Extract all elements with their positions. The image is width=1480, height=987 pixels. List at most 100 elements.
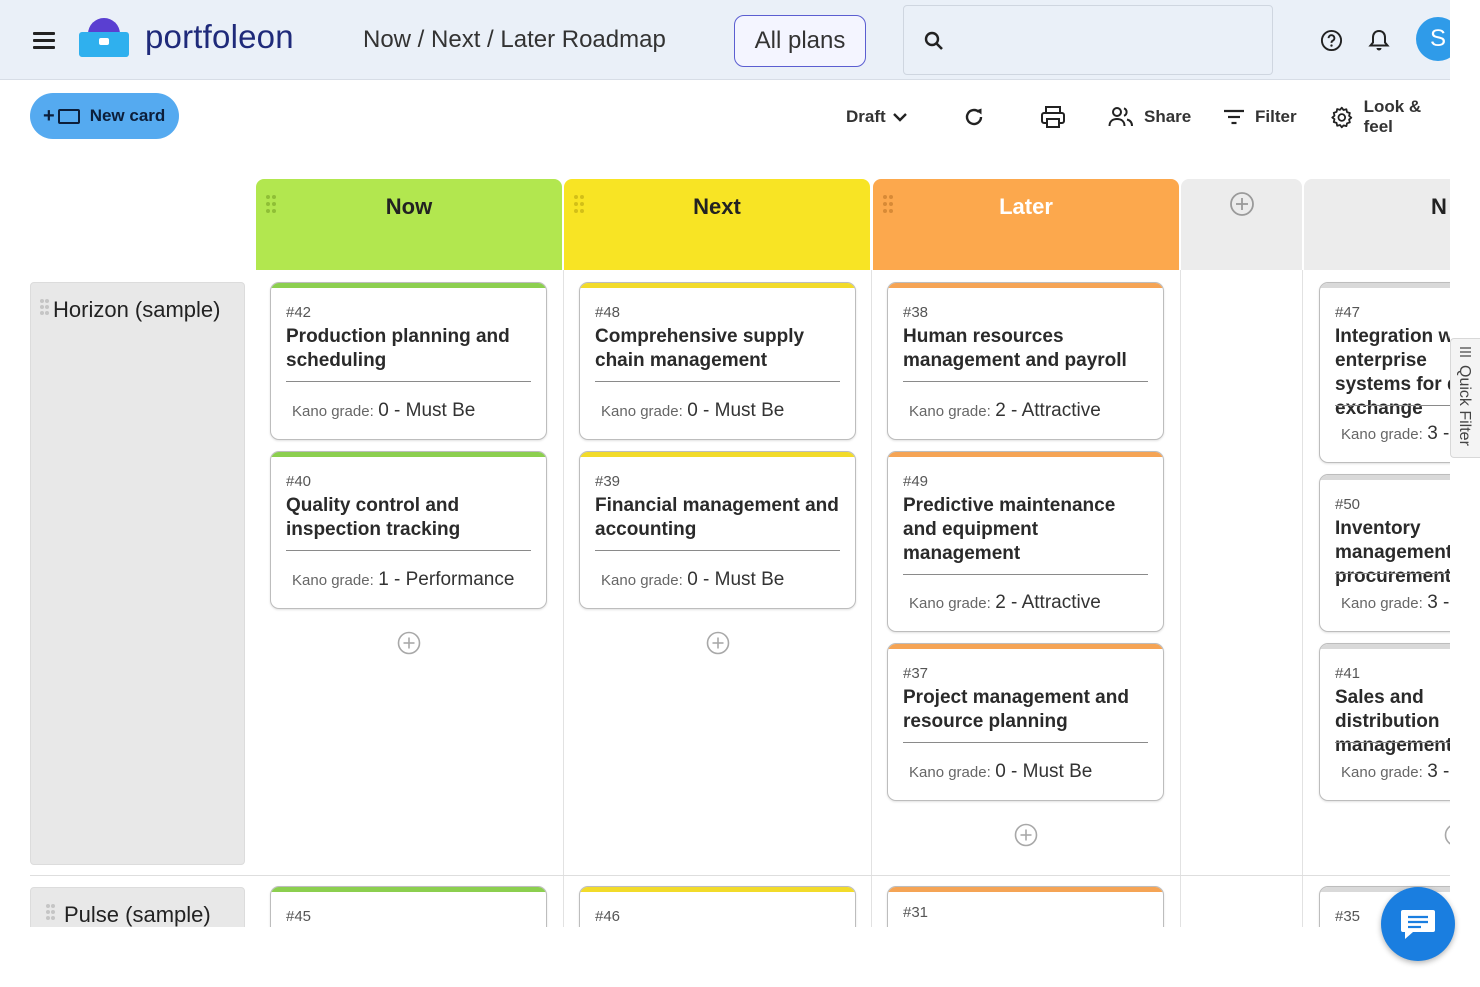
lane-horizon[interactable]: Horizon (sample) — [30, 282, 245, 865]
user-avatar[interactable]: S — [1416, 17, 1450, 61]
card-id: #37 — [903, 665, 929, 682]
card-id: #38 — [903, 304, 929, 321]
filter-button[interactable]: Filter — [1223, 104, 1297, 130]
roadmap-card[interactable]: #49 Predictive maintenance and equipment… — [887, 451, 1164, 632]
drag-grip-icon[interactable] — [883, 195, 893, 213]
add-card-icon[interactable] — [1444, 823, 1450, 847]
roadmap-card[interactable]: #38 Human resources management and payro… — [887, 282, 1164, 440]
menu-lines-icon — [1460, 347, 1471, 359]
kano-label: Kano grade: — [1341, 595, 1423, 612]
column-header-n[interactable]: N — [1304, 179, 1450, 270]
roadmap-card[interactable]: #42 Production planning and scheduling K… — [270, 282, 547, 440]
drag-grip-icon[interactable] — [40, 904, 55, 922]
draft-label: Draft — [846, 107, 886, 126]
add-card-icon[interactable] — [397, 631, 421, 655]
kano-value: 2 - Attractive — [995, 400, 1101, 421]
drag-grip-icon[interactable] — [574, 195, 584, 213]
lane-label: Horizon (sample) — [53, 297, 221, 322]
card-color-band — [580, 452, 855, 457]
kano-value: 3 - — [1427, 761, 1450, 782]
search-box[interactable] — [903, 5, 1273, 75]
quick-filter-tab[interactable]: Quick Filter — [1450, 338, 1480, 458]
card-color-band — [888, 644, 1163, 649]
column-header-now[interactable]: Now — [256, 179, 562, 270]
kano-label: Kano grade: — [601, 403, 683, 420]
card-kano-grade: Kano grade: 3 - — [1341, 761, 1449, 783]
card-id: #48 — [595, 304, 621, 321]
plus-icon: + — [43, 104, 55, 127]
add-column-header — [1181, 179, 1302, 270]
card-kano-grade: Kano grade: 0 - Must Be — [601, 569, 784, 591]
card-kano-grade: Kano grade: 3 - — [1341, 592, 1449, 614]
column-header-later[interactable]: Later — [873, 179, 1179, 270]
card-color-band — [888, 452, 1163, 457]
print-button[interactable] — [1040, 104, 1076, 130]
hamburger-icon[interactable] — [31, 30, 57, 52]
kano-label: Kano grade: — [1341, 426, 1423, 443]
add-card-icon[interactable] — [1014, 823, 1038, 847]
card-kano-grade: Kano grade: 2 - Attractive — [909, 400, 1101, 422]
card-id: #42 — [286, 304, 312, 321]
roadmap-card[interactable]: #46 — [579, 886, 856, 927]
search-input[interactable] — [954, 20, 1254, 60]
card-id: #31 — [903, 904, 929, 921]
lane-divider — [30, 875, 1450, 876]
add-card-icon[interactable] — [706, 631, 730, 655]
brand-name: portfoleon — [145, 18, 294, 55]
column-title: Now — [385, 194, 433, 219]
new-card-button[interactable]: + New card — [30, 93, 179, 139]
card-id: #39 — [595, 473, 621, 490]
new-card-label: New card — [89, 106, 166, 125]
drag-grip-icon[interactable] — [40, 299, 50, 317]
card-divider — [286, 550, 531, 551]
card-title: Production planning and scheduling — [286, 326, 510, 371]
roadmap-card[interactable]: #47 Integration with enterprise systems … — [1319, 282, 1450, 463]
roadmap-card[interactable]: #50 Inventory management and procurement… — [1319, 474, 1450, 632]
lane-label: Pulse (sample) — [64, 902, 211, 927]
card-title: Financial management and accounting — [595, 495, 839, 540]
look-and-feel-button[interactable]: Look & feel — [1330, 97, 1450, 136]
card-kano-grade: Kano grade: 0 - Must Be — [601, 400, 784, 422]
roadmap-card[interactable]: #40 Quality control and inspection track… — [270, 451, 547, 609]
column-header-next[interactable]: Next — [564, 179, 870, 270]
card-color-band — [271, 887, 546, 892]
app-viewport: portfoleon Now / Next / Later Roadmap Al… — [0, 0, 1450, 927]
drag-grip-icon[interactable] — [266, 195, 276, 213]
lane-pulse[interactable]: Pulse (sample) — [30, 887, 245, 927]
help-icon[interactable] — [1320, 29, 1343, 52]
roadmap-card[interactable]: #37 Project management and resource plan… — [887, 643, 1164, 801]
refresh-icon — [965, 108, 983, 126]
roadmap-card[interactable]: #48 Comprehensive supply chain managemen… — [579, 282, 856, 440]
card-id: #35 — [1335, 908, 1361, 925]
kano-value: 3 - — [1427, 423, 1450, 444]
card-color-band — [1320, 475, 1450, 480]
bell-icon[interactable] — [1368, 28, 1390, 52]
kano-value: 3 - — [1427, 592, 1450, 613]
roadmap-card[interactable]: #41 Sales and distribution management Ka… — [1319, 643, 1450, 801]
column-title: N — [1431, 194, 1447, 219]
card-kano-grade: Kano grade: 1 - Performance — [292, 569, 514, 591]
top-bar: portfoleon Now / Next / Later Roadmap Al… — [0, 0, 1450, 80]
kano-label: Kano grade: — [292, 572, 374, 589]
card-divider — [903, 574, 1148, 575]
add-column-icon[interactable] — [1229, 191, 1255, 217]
card-divider — [1335, 742, 1450, 743]
chat-button[interactable] — [1381, 887, 1455, 961]
column-divider — [1302, 270, 1303, 927]
kano-label: Kano grade: — [292, 403, 374, 420]
draft-dropdown[interactable]: Draft — [846, 104, 908, 130]
card-id: #41 — [1335, 665, 1361, 682]
roadmap-card[interactable]: #31 — [887, 886, 1164, 927]
card-id: #50 — [1335, 496, 1361, 513]
card-title: Quality control and inspection tracking — [286, 495, 461, 540]
kano-value: 0 - Must Be — [687, 569, 785, 590]
all-plans-button[interactable]: All plans — [734, 15, 866, 67]
refresh-button[interactable] — [962, 104, 996, 130]
roadmap-card[interactable]: #45 — [270, 886, 547, 927]
search-icon — [924, 31, 943, 50]
card-divider — [1335, 573, 1450, 574]
roadmap-card[interactable]: #39 Financial management and accounting … — [579, 451, 856, 609]
portfoleon-logo — [79, 18, 129, 57]
column-title: Later — [999, 194, 1053, 219]
share-button[interactable]: Share — [1108, 104, 1191, 130]
